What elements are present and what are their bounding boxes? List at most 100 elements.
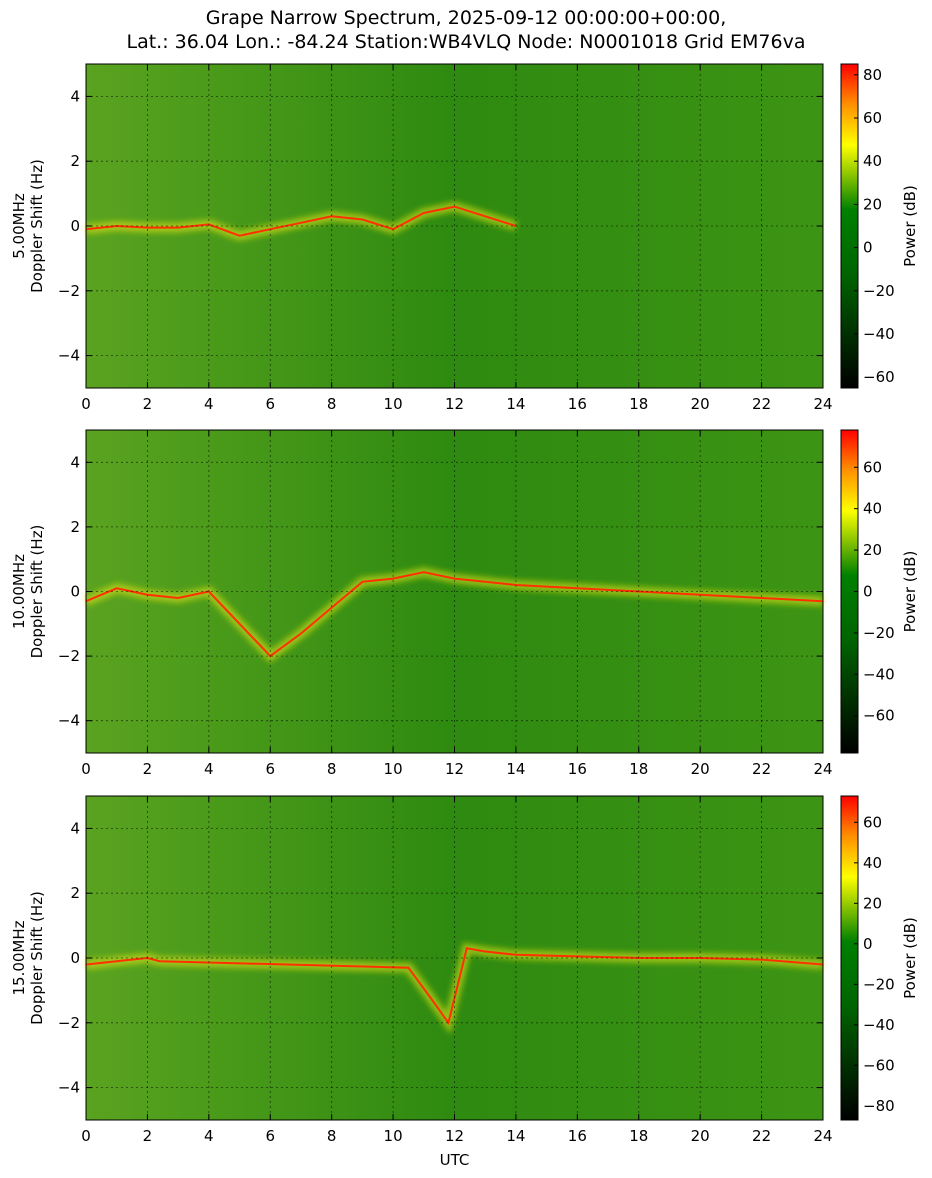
y-tick-label: 2: [70, 884, 80, 902]
x-tick-label: 14: [506, 760, 525, 778]
colorbar: [840, 63, 859, 389]
x-tick-label: 0: [81, 760, 91, 778]
y-axis-label: Doppler Shift (Hz): [28, 525, 46, 659]
y-tick-label: 4: [70, 87, 80, 105]
colorbar-tick-label: 60: [863, 813, 882, 831]
x-tick-label: 18: [629, 395, 648, 413]
x-tick-label: 6: [265, 395, 275, 413]
x-tick-label: 10: [384, 1127, 403, 1145]
x-tick-label: 6: [265, 760, 275, 778]
x-tick-label: 14: [506, 395, 525, 413]
x-tick-label: 8: [327, 1127, 337, 1145]
colorbar-tick-label: 0: [863, 583, 873, 601]
x-tick-label: 14: [506, 1127, 525, 1145]
y-tick-label: 2: [70, 518, 80, 536]
y-tick-label: −2: [58, 647, 80, 665]
x-tick-label: 20: [691, 1127, 710, 1145]
x-tick-label: 22: [752, 395, 771, 413]
ridge-line: [85, 205, 517, 237]
colorbar-tick-label: 20: [863, 541, 882, 559]
x-tick-label: 12: [445, 1127, 464, 1145]
colorbar: [840, 795, 859, 1121]
y-tick-label: −4: [58, 347, 80, 365]
ridge-line: [85, 571, 824, 658]
colorbar-tick-label: −60: [863, 1056, 895, 1074]
x-tick-label: 0: [81, 1127, 91, 1145]
x-tick-label: 24: [813, 395, 832, 413]
x-tick-label: 4: [204, 760, 214, 778]
x-tick-label: 18: [629, 760, 648, 778]
x-tick-label: 0: [81, 395, 91, 413]
y-tick-label: −4: [58, 1079, 80, 1097]
x-tick-label: 2: [143, 395, 153, 413]
y-tick-label: −4: [58, 712, 80, 730]
x-tick-label: 16: [568, 760, 587, 778]
colorbar-tick-label: 0: [863, 239, 873, 257]
y-tick-label: −2: [58, 1014, 80, 1032]
colorbar-tick-label: 20: [863, 894, 882, 912]
x-tick-label: 2: [143, 1127, 153, 1145]
colorbar-tick-label: −60: [863, 368, 895, 386]
y-axis-label: Doppler Shift (Hz): [28, 159, 46, 293]
colorbar-tick-label: −20: [863, 624, 895, 642]
y-axis-label: Doppler Shift (Hz): [28, 891, 46, 1025]
colorbar-tick-label: 80: [863, 66, 882, 84]
figure-title: Grape Narrow Spectrum, 2025-09-12 00:00:…: [0, 6, 932, 54]
title-line-1: Grape Narrow Spectrum, 2025-09-12 00:00:…: [205, 7, 727, 29]
colorbar-tick-label: −20: [863, 282, 895, 300]
y-tick-label: −2: [58, 282, 80, 300]
colorbar-tick-label: −40: [863, 665, 895, 683]
colorbar-label: Power (dB): [901, 917, 919, 999]
colorbar-tick-label: 60: [863, 458, 882, 476]
x-tick-label: 18: [629, 1127, 648, 1145]
x-tick-label: 22: [752, 1127, 771, 1145]
colorbar-tick-label: −40: [863, 1016, 895, 1034]
colorbar-tick-label: 60: [863, 109, 882, 127]
x-axis-label: UTC: [440, 1151, 470, 1169]
colorbar-tick-label: 40: [863, 152, 882, 170]
colorbar-label: Power (dB): [901, 185, 919, 267]
x-tick-label: 22: [752, 760, 771, 778]
y-tick-label: 4: [70, 453, 80, 471]
colorbar-label: Power (dB): [901, 551, 919, 633]
colorbar-tick-label: 40: [863, 854, 882, 872]
colorbar-tick-label: 0: [863, 935, 873, 953]
x-tick-label: 4: [204, 395, 214, 413]
ridge-line: [85, 947, 824, 1026]
colorbar-tick-label: 40: [863, 500, 882, 518]
x-tick-label: 16: [568, 1127, 587, 1145]
colorbar-tick-label: 20: [863, 195, 882, 213]
x-tick-label: 20: [691, 395, 710, 413]
x-tick-label: 24: [813, 760, 832, 778]
x-tick-label: 16: [568, 395, 587, 413]
y-axis-label: 5.00MHz: [10, 193, 28, 259]
y-axis-label: 10.00MHz: [10, 554, 28, 629]
x-tick-label: 20: [691, 760, 710, 778]
y-axis-label: 15.00MHz: [10, 920, 28, 995]
y-tick-label: 0: [70, 583, 80, 601]
colorbar-tick-label: −60: [863, 707, 895, 725]
y-tick-label: 4: [70, 819, 80, 837]
x-tick-label: 8: [327, 760, 337, 778]
title-line-2: Lat.: 36.04 Lon.: -84.24 Station:WB4VLQ …: [126, 31, 806, 53]
y-tick-label: 2: [70, 152, 80, 170]
x-tick-label: 6: [265, 1127, 275, 1145]
colorbar-tick-label: −20: [863, 975, 895, 993]
x-tick-label: 12: [445, 395, 464, 413]
x-tick-label: 10: [384, 760, 403, 778]
colorbar-tick-label: −40: [863, 325, 895, 343]
x-tick-label: 4: [204, 1127, 214, 1145]
x-tick-label: 24: [813, 1127, 832, 1145]
y-tick-label: 0: [70, 949, 80, 967]
x-tick-label: 8: [327, 395, 337, 413]
x-tick-label: 12: [445, 760, 464, 778]
colorbar-tick-label: −80: [863, 1097, 895, 1115]
x-tick-label: 2: [143, 760, 153, 778]
y-tick-label: 0: [70, 217, 80, 235]
x-tick-label: 10: [384, 395, 403, 413]
